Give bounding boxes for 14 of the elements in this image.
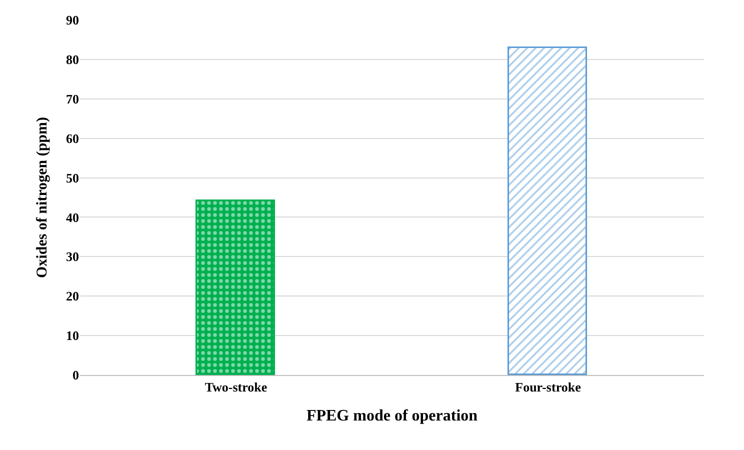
y-tick-label: 90 — [66, 12, 79, 28]
y-tick-label: 70 — [66, 91, 79, 106]
x-tick-label: Two-stroke — [204, 380, 268, 395]
y-tick-label: 10 — [66, 328, 79, 344]
y-tick-label: 20 — [66, 288, 79, 304]
y-tick-label: 40 — [66, 210, 79, 225]
x-axis-title: FPEG mode of operation — [306, 407, 478, 424]
y-axis-title: Oxides of nitrogen (ppm) — [34, 117, 50, 278]
y-tick-label: 30 — [66, 249, 79, 264]
y-tick-label: 60 — [66, 130, 79, 146]
y-tick-label: 0 — [72, 368, 79, 383]
x-tick-label: Four-stroke — [515, 380, 582, 395]
y-tick-label: 80 — [66, 52, 79, 67]
y-tick-label: 50 — [66, 170, 79, 186]
